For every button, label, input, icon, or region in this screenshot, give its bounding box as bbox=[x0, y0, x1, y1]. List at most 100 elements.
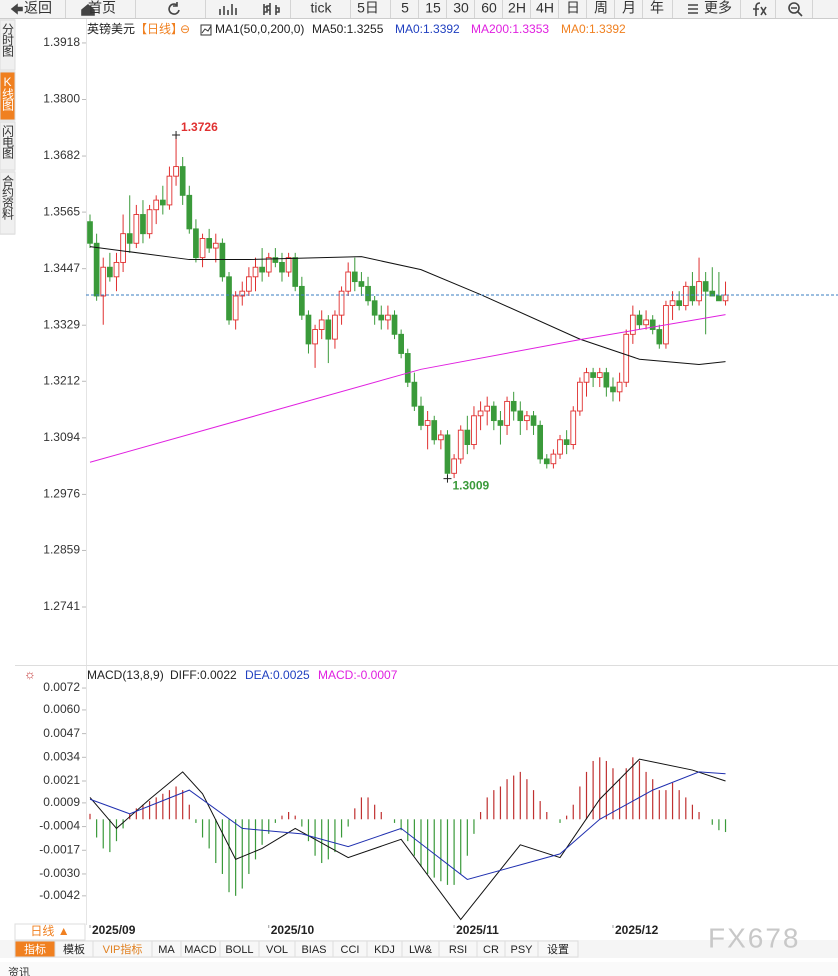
candle-body bbox=[696, 281, 702, 302]
y-tick-label: -0.0030 bbox=[39, 866, 80, 880]
candle-body bbox=[279, 261, 285, 273]
macd-legend-item: DIFF:0.0022 bbox=[170, 668, 237, 682]
candle-body bbox=[298, 285, 305, 316]
legend-item: ⊖ bbox=[180, 22, 190, 36]
candle-body bbox=[186, 194, 193, 230]
legend-item: MA1(50,0,200,0) bbox=[215, 22, 304, 36]
footer-bg bbox=[0, 962, 838, 976]
sidebar-tab[interactable]: 合约资料 bbox=[1, 174, 15, 220]
candle-body bbox=[239, 290, 246, 297]
toolbar-button[interactable]: 更多 bbox=[704, 0, 732, 16]
candle-body bbox=[338, 290, 345, 316]
y-tick-label: 0.0047 bbox=[43, 726, 80, 740]
tab[interactable]: VOL bbox=[266, 944, 288, 956]
candle-body bbox=[451, 458, 457, 474]
y-tick-label: 1.3447 bbox=[43, 261, 80, 275]
toolbar-icons bbox=[10, 2, 803, 17]
toolbar-button[interactable]: 首页 bbox=[88, 0, 116, 16]
candle-body bbox=[371, 300, 378, 316]
sidebar-tab-bg bbox=[0, 19, 16, 71]
candle-body bbox=[570, 410, 577, 445]
toolbar-button[interactable]: 60 bbox=[481, 0, 497, 16]
tab[interactable]: LW& bbox=[409, 944, 433, 956]
candle-body bbox=[285, 257, 292, 273]
tab[interactable]: BOLL bbox=[225, 944, 253, 956]
candle-body bbox=[537, 424, 544, 460]
toolbar-button[interactable]: 月 bbox=[622, 0, 636, 16]
y-tick-label: 1.2741 bbox=[43, 599, 80, 613]
sidebar-tab[interactable]: 闪电图 bbox=[1, 125, 15, 159]
tab[interactable]: KDJ bbox=[374, 944, 395, 956]
tab[interactable]: VIP指标 bbox=[103, 942, 143, 956]
tab[interactable]: BIAS bbox=[301, 944, 326, 956]
candle-body bbox=[682, 285, 689, 307]
y-tick-label: 0.0009 bbox=[43, 795, 80, 809]
candle-body bbox=[629, 314, 636, 335]
tab[interactable]: 指标 bbox=[24, 942, 46, 956]
candle-body bbox=[358, 281, 365, 287]
candle-body bbox=[212, 242, 219, 249]
tab[interactable]: CR bbox=[483, 944, 499, 956]
toolbar-button[interactable]: 15 bbox=[425, 0, 441, 16]
sidebar-tab[interactable]: 分时图 bbox=[1, 23, 15, 57]
candle-body bbox=[563, 439, 570, 445]
candle-body bbox=[649, 319, 656, 330]
macd-legend-item: MACD:-0.0007 bbox=[318, 668, 398, 682]
toolbar-button[interactable]: 返回 bbox=[24, 0, 52, 16]
candle-body bbox=[292, 257, 299, 287]
candle-body bbox=[490, 405, 497, 422]
candle-body bbox=[557, 439, 563, 455]
candle-body bbox=[391, 314, 398, 335]
y-tick-label: 1.3682 bbox=[43, 148, 80, 162]
indicator-line bbox=[89, 771, 726, 880]
candle-body bbox=[709, 290, 716, 297]
tab[interactable]: MACD bbox=[184, 944, 216, 956]
toolbar-button[interactable]: 日 bbox=[566, 0, 580, 16]
toolbar-button[interactable]: 4H bbox=[536, 0, 554, 16]
tab[interactable]: MA bbox=[158, 944, 175, 956]
toolbar-button[interactable]: 年 bbox=[650, 0, 664, 16]
footer-tab[interactable]: 资讯 bbox=[8, 966, 30, 976]
indicator-line bbox=[89, 758, 726, 921]
candle-body bbox=[404, 353, 411, 383]
y-tick-label: -0.0004 bbox=[39, 819, 80, 833]
candle-body bbox=[543, 458, 550, 465]
tab[interactable]: 设置 bbox=[547, 943, 569, 956]
candle-body bbox=[444, 434, 451, 474]
candle-body bbox=[411, 381, 418, 407]
candle-body bbox=[385, 314, 391, 321]
toolbar-button[interactable]: 5日 bbox=[357, 0, 379, 16]
extreme-marker bbox=[172, 130, 181, 139]
tab[interactable]: 模板 bbox=[63, 942, 85, 956]
candle-body bbox=[232, 295, 239, 321]
settings-icon[interactable]: ☼ bbox=[24, 666, 36, 681]
candle-body bbox=[351, 271, 358, 283]
tab[interactable]: PSY bbox=[510, 944, 533, 956]
sidebar-tab-bg bbox=[0, 171, 16, 235]
x-tick-label: 2025/11 bbox=[456, 923, 499, 937]
period-button[interactable]: 日线 ▲ bbox=[30, 924, 69, 938]
candle-body bbox=[378, 314, 385, 321]
candle-body bbox=[173, 166, 179, 177]
toolbar-button[interactable]: 30 bbox=[453, 0, 469, 16]
candle-body bbox=[87, 221, 93, 244]
toolbar-button[interactable]: 5 bbox=[401, 0, 409, 16]
candle-body bbox=[643, 319, 649, 326]
candle-body bbox=[484, 405, 491, 412]
y-tick-label: 1.3094 bbox=[43, 430, 80, 444]
candle-body bbox=[676, 300, 683, 307]
toolbar-button[interactable]: 2H bbox=[508, 0, 526, 16]
toolbar-button[interactable]: 周 bbox=[594, 0, 608, 16]
toolbar-button[interactable]: tick bbox=[311, 0, 333, 16]
tab[interactable]: RSI bbox=[449, 944, 467, 956]
candle-body bbox=[259, 266, 265, 273]
tab[interactable]: CCI bbox=[341, 944, 360, 956]
y-tick-label: 1.2859 bbox=[43, 543, 80, 557]
sidebar-tab[interactable]: K线图 bbox=[1, 75, 15, 111]
candle-body bbox=[596, 372, 603, 378]
candle-body bbox=[530, 415, 537, 426]
candle-body bbox=[107, 266, 113, 278]
candle-body bbox=[689, 285, 696, 302]
candle-body bbox=[166, 175, 173, 206]
candle-body bbox=[246, 276, 252, 292]
